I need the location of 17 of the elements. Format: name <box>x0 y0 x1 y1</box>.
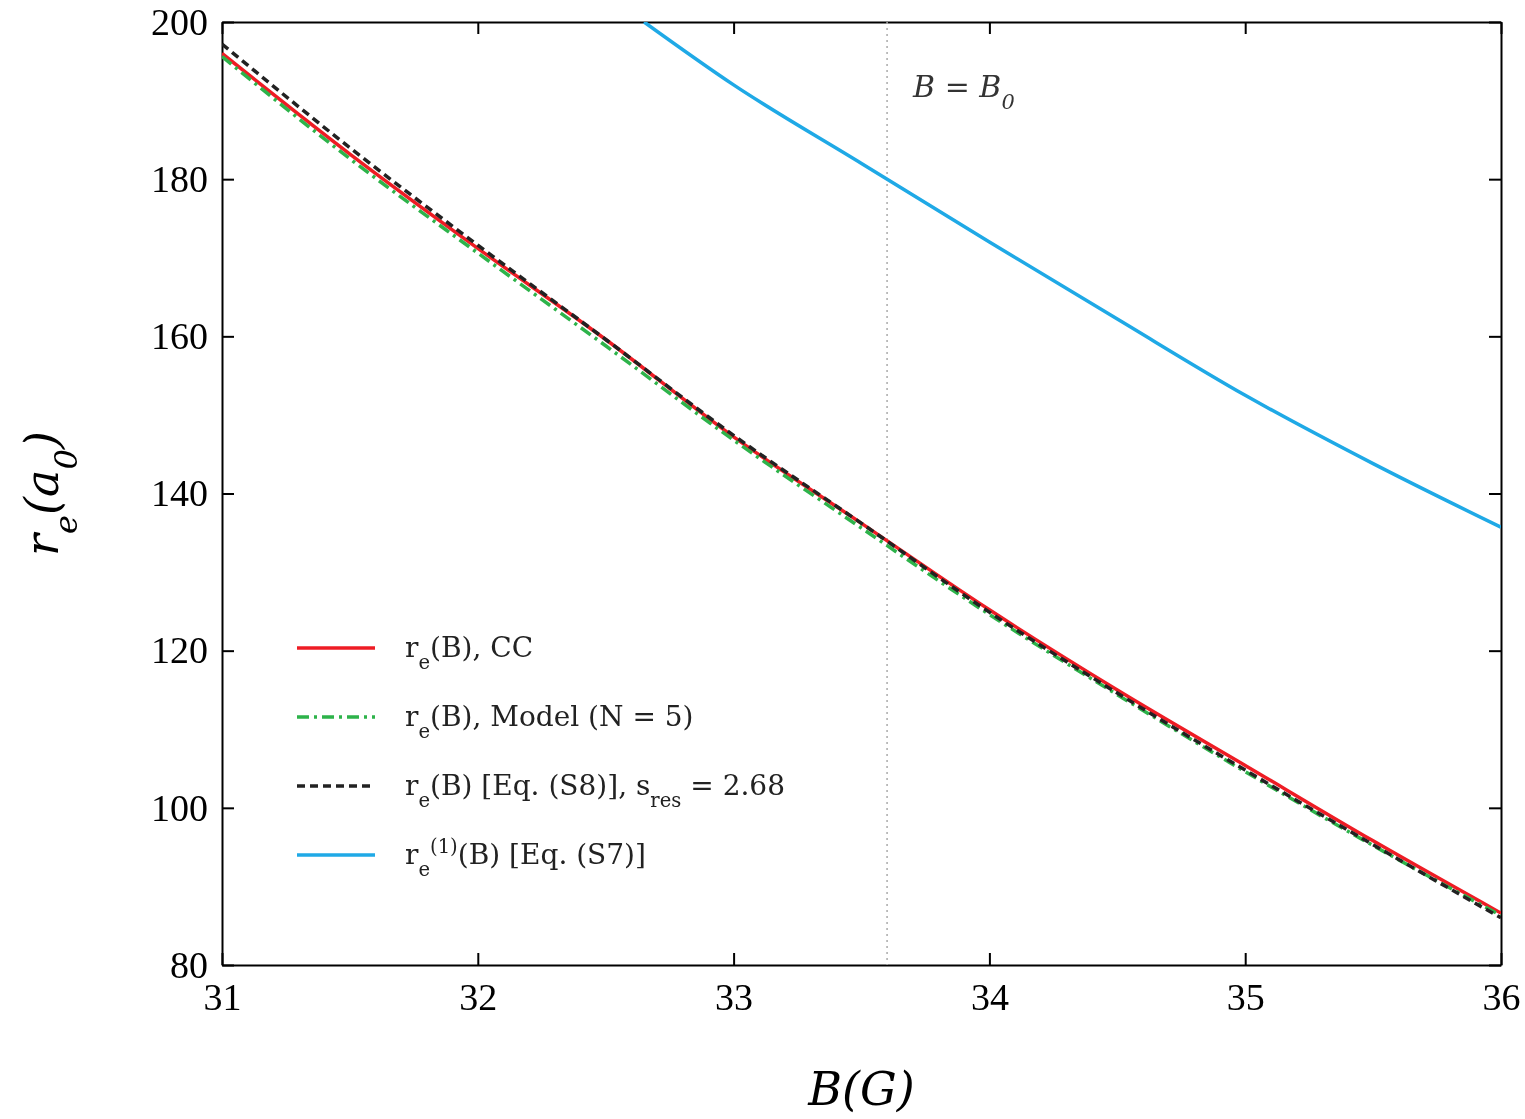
y-tick-label: 200 <box>151 0 208 43</box>
legend-label: r$_{e}$(B) [Eq. (S8)], s$_{res}$ = 2.68 <box>405 769 785 812</box>
x-tick-label: 34 <box>970 975 1009 1018</box>
ref-line-label: B = B$_{0}$ <box>912 69 1015 114</box>
y-tick-label: 100 <box>151 786 208 829</box>
y-tick-label: 120 <box>151 629 208 672</box>
y-tick-label: 180 <box>151 157 208 200</box>
y-tick-label: 160 <box>151 314 208 357</box>
x-tick-label: 33 <box>715 975 754 1018</box>
legend-label: r$_{e}$$^{(1)}$(B) [Eq. (S7)] <box>405 834 646 881</box>
x-tick-label: 32 <box>459 975 498 1018</box>
legend-label: r$_{e}$(B), Model (N = 5) <box>405 700 694 743</box>
legend-label: r$_{e}$(B), CC <box>405 631 534 674</box>
x-tick-label: 35 <box>1226 975 1265 1018</box>
y-tick-label: 140 <box>151 472 208 515</box>
x-axis-title: B(G) <box>807 1062 915 1116</box>
x-tick-label: 36 <box>1482 975 1521 1018</box>
